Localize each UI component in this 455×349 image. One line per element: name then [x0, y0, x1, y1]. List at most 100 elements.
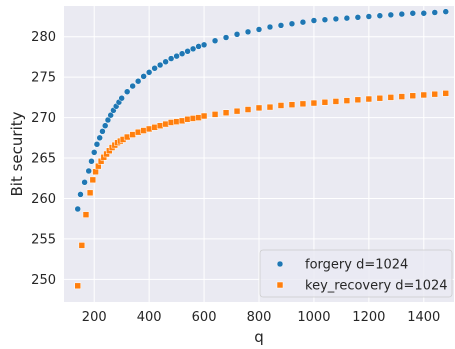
data-point [354, 14, 362, 21]
data-point [99, 128, 106, 135]
data-point [244, 106, 252, 113]
data-point [74, 205, 81, 213]
data-point [310, 17, 318, 24]
data-point [321, 98, 329, 106]
data-point [343, 97, 351, 104]
data-point [96, 134, 103, 142]
data-point [189, 115, 197, 122]
data-point [266, 103, 274, 111]
data-point [398, 93, 406, 100]
legend: forgery d=1024 key_recovery d=1024 [259, 249, 453, 298]
data-point [222, 34, 230, 41]
data-point [184, 115, 191, 123]
data-point [376, 94, 384, 102]
data-point [354, 96, 362, 104]
data-point [266, 23, 274, 31]
x-tick-label: 1000 [297, 310, 330, 325]
data-point [288, 101, 296, 108]
x-axis-label: q [254, 328, 264, 346]
data-point [288, 20, 296, 28]
data-point [332, 15, 340, 23]
data-point [123, 88, 131, 95]
data-point [90, 149, 98, 156]
data-series [74, 8, 450, 290]
data-point [88, 158, 95, 165]
data-point [82, 211, 90, 218]
data-point [184, 48, 191, 55]
x-tick-label: 400 [137, 310, 162, 325]
data-point [299, 100, 307, 108]
y-tick-label: 260 [31, 192, 56, 207]
data-point [200, 112, 208, 120]
data-point [145, 125, 153, 133]
y-tick-label: 280 [31, 30, 56, 45]
data-point [376, 12, 384, 19]
data-point [420, 10, 428, 17]
data-point [104, 116, 112, 124]
x-tick-label: 200 [82, 310, 107, 325]
data-point [74, 282, 81, 290]
y-axis-label: Bit security [8, 111, 26, 196]
data-point [233, 107, 241, 115]
data-point [255, 104, 263, 112]
data-point [167, 119, 175, 126]
data-point [162, 58, 169, 66]
data-point [178, 117, 186, 125]
data-point [89, 176, 97, 184]
data-point [343, 14, 351, 22]
data-point [442, 90, 450, 97]
data-point [81, 179, 88, 186]
data-point [431, 90, 439, 98]
legend-box [259, 249, 453, 298]
data-point [299, 18, 307, 26]
data-point [129, 131, 136, 138]
data-point [277, 102, 285, 109]
tick-labels: 200 400 600 800 1000 1200 1400 250 255 260 265 270 2… [31, 30, 440, 325]
data-point [255, 26, 263, 33]
legend-label-key-recovery: key_recovery d=1024 [305, 279, 448, 294]
x-tick-label: 1200 [352, 310, 385, 325]
data-point [409, 92, 417, 100]
y-tick-label: 265 [31, 152, 56, 167]
data-point [173, 52, 180, 60]
data-point [145, 69, 153, 76]
data-point [77, 191, 84, 198]
y-tick-label: 270 [31, 111, 56, 126]
data-point [195, 114, 202, 121]
data-point [178, 50, 186, 57]
data-point [151, 65, 158, 72]
data-point [123, 133, 131, 141]
data-point [233, 31, 241, 38]
x-tick-label: 800 [247, 310, 272, 325]
data-point [107, 111, 114, 119]
legend-label-forgery: forgery d=1024 [305, 258, 408, 273]
data-point [92, 168, 99, 176]
x-tick-label: 600 [192, 310, 217, 325]
data-point [365, 13, 373, 20]
data-point [151, 124, 158, 131]
data-point [78, 242, 86, 249]
data-point [365, 95, 373, 103]
data-point [118, 94, 125, 102]
data-point [200, 41, 208, 49]
data-point [93, 141, 101, 148]
data-point [420, 91, 428, 99]
data-point [310, 99, 318, 107]
data-point [321, 16, 329, 23]
legend-marker-forgery [276, 260, 284, 268]
data-point [222, 109, 230, 117]
data-point [431, 9, 439, 16]
data-point [332, 98, 340, 105]
data-point [189, 45, 197, 53]
legend-marker-key-recovery [276, 281, 284, 289]
y-tick-label: 250 [31, 273, 56, 288]
data-point [173, 118, 180, 125]
data-point [195, 43, 202, 50]
y-tick-label: 275 [31, 71, 56, 86]
x-tick-label: 1400 [407, 310, 440, 325]
data-point [85, 167, 92, 175]
data-point [129, 82, 136, 90]
data-point [244, 28, 252, 36]
